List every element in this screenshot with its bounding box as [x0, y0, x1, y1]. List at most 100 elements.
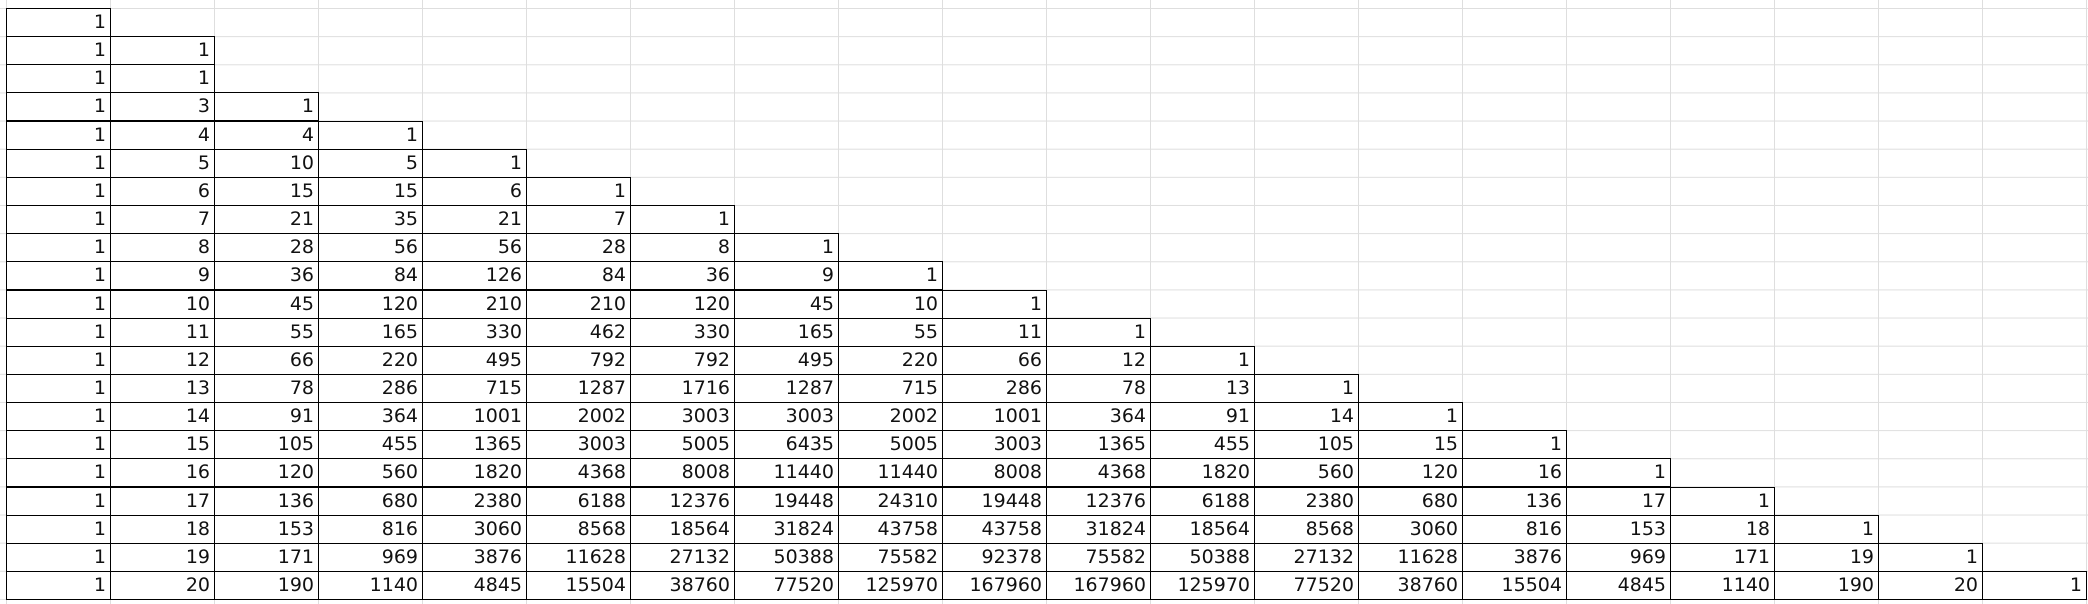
grid-cell[interactable]: 3003: [942, 430, 1047, 460]
grid-cell[interactable]: 1: [1878, 542, 1983, 572]
grid-cell[interactable]: 3060: [422, 514, 527, 544]
grid-cell[interactable]: 4: [214, 120, 319, 150]
grid-cell[interactable]: 286: [942, 373, 1047, 403]
grid-cell[interactable]: 495: [422, 345, 527, 375]
grid-cell[interactable]: 286: [318, 373, 423, 403]
grid-cell[interactable]: 1: [1982, 571, 2087, 600]
grid-cell[interactable]: 165: [318, 317, 423, 347]
grid-cell[interactable]: 816: [318, 514, 423, 544]
grid-cell[interactable]: 18564: [1150, 514, 1255, 544]
grid-cell[interactable]: 1: [1046, 317, 1151, 347]
grid-cell[interactable]: 16: [1462, 458, 1567, 488]
grid-cell[interactable]: 1001: [942, 402, 1047, 432]
grid-cell[interactable]: 153: [214, 514, 319, 544]
grid-cell[interactable]: 77520: [734, 571, 839, 600]
grid-cell[interactable]: 4845: [1566, 571, 1671, 600]
grid-cell[interactable]: 18564: [630, 514, 735, 544]
grid-cell[interactable]: 120: [1358, 458, 1463, 488]
grid-cell[interactable]: 1: [214, 92, 319, 122]
grid-cell[interactable]: 11440: [734, 458, 839, 488]
grid-cell[interactable]: 13: [110, 373, 215, 403]
grid-cell[interactable]: 13: [1150, 373, 1255, 403]
grid-cell[interactable]: 3003: [734, 402, 839, 432]
grid-cell[interactable]: 27132: [1254, 542, 1359, 572]
grid-cell[interactable]: 21: [422, 205, 527, 235]
grid-cell[interactable]: 1: [6, 120, 111, 150]
grid-cell[interactable]: 1: [734, 233, 839, 263]
grid-cell[interactable]: 1: [1150, 345, 1255, 375]
grid-cell[interactable]: 455: [318, 430, 423, 460]
grid-cell[interactable]: 1: [6, 458, 111, 488]
grid-cell[interactable]: 5: [318, 148, 423, 178]
grid-cell[interactable]: 5005: [630, 430, 735, 460]
grid-cell[interactable]: 19448: [942, 486, 1047, 516]
grid-cell[interactable]: 167960: [942, 571, 1047, 600]
grid-cell[interactable]: 1140: [318, 571, 423, 600]
grid-cell[interactable]: 2002: [838, 402, 943, 432]
grid-cell[interactable]: 19: [110, 542, 215, 572]
grid-cell[interactable]: 11440: [838, 458, 943, 488]
grid-cell[interactable]: 17: [1566, 486, 1671, 516]
grid-cell[interactable]: 1: [6, 373, 111, 403]
grid-cell[interactable]: 1: [6, 571, 111, 600]
grid-cell[interactable]: 43758: [942, 514, 1047, 544]
grid-cell[interactable]: 11628: [1358, 542, 1463, 572]
grid-cell[interactable]: 1: [942, 289, 1047, 319]
grid-cell[interactable]: 1: [6, 486, 111, 516]
grid-cell[interactable]: 28: [214, 233, 319, 263]
grid-cell[interactable]: 36: [630, 261, 735, 291]
grid-cell[interactable]: 1: [1358, 402, 1463, 432]
grid-cell[interactable]: 2002: [526, 402, 631, 432]
grid-cell[interactable]: 75582: [1046, 542, 1151, 572]
grid-cell[interactable]: 4845: [422, 571, 527, 600]
grid-cell[interactable]: 19: [1774, 542, 1879, 572]
grid-cell[interactable]: 1: [630, 205, 735, 235]
grid-cell[interactable]: 31824: [1046, 514, 1151, 544]
grid-cell[interactable]: 45: [734, 289, 839, 319]
grid-cell[interactable]: 4368: [526, 458, 631, 488]
grid-cell[interactable]: 12: [110, 345, 215, 375]
grid-cell[interactable]: 715: [838, 373, 943, 403]
grid-cell[interactable]: 1: [6, 430, 111, 460]
grid-cell[interactable]: 24310: [838, 486, 943, 516]
grid-cell[interactable]: 153: [1566, 514, 1671, 544]
grid-cell[interactable]: 2380: [1254, 486, 1359, 516]
grid-cell[interactable]: 330: [422, 317, 527, 347]
grid-cell[interactable]: 1365: [1046, 430, 1151, 460]
grid-cell[interactable]: 330: [630, 317, 735, 347]
grid-cell[interactable]: 12376: [1046, 486, 1151, 516]
grid-cell[interactable]: 91: [214, 402, 319, 432]
grid-cell[interactable]: 8008: [630, 458, 735, 488]
grid-cell[interactable]: 171: [214, 542, 319, 572]
grid-cell[interactable]: 455: [1150, 430, 1255, 460]
grid-cell[interactable]: 3876: [1462, 542, 1567, 572]
grid-cell[interactable]: 8: [630, 233, 735, 263]
grid-cell[interactable]: 45: [214, 289, 319, 319]
grid-cell[interactable]: 1: [1566, 458, 1671, 488]
grid-cell[interactable]: 1: [6, 289, 111, 319]
grid-cell[interactable]: 1287: [734, 373, 839, 403]
grid-cell[interactable]: 969: [1566, 542, 1671, 572]
grid-cell[interactable]: 12376: [630, 486, 735, 516]
grid-cell[interactable]: 364: [318, 402, 423, 432]
grid-cell[interactable]: 220: [318, 345, 423, 375]
grid-cell[interactable]: 28: [526, 233, 631, 263]
grid-cell[interactable]: 84: [526, 261, 631, 291]
grid-cell[interactable]: 1: [1774, 514, 1879, 544]
grid-cell[interactable]: 1716: [630, 373, 735, 403]
grid-cell[interactable]: 210: [422, 289, 527, 319]
grid-cell[interactable]: 78: [1046, 373, 1151, 403]
grid-cell[interactable]: 1140: [1670, 571, 1775, 600]
grid-cell[interactable]: 220: [838, 345, 943, 375]
grid-cell[interactable]: 55: [214, 317, 319, 347]
grid-cell[interactable]: 816: [1462, 514, 1567, 544]
grid-cell[interactable]: 15504: [526, 571, 631, 600]
grid-cell[interactable]: 56: [318, 233, 423, 263]
grid-cell[interactable]: 167960: [1046, 571, 1151, 600]
grid-cell[interactable]: 560: [1254, 458, 1359, 488]
grid-cell[interactable]: 15504: [1462, 571, 1567, 600]
grid-cell[interactable]: 12: [1046, 345, 1151, 375]
grid-cell[interactable]: 5005: [838, 430, 943, 460]
grid-cell[interactable]: 8568: [526, 514, 631, 544]
grid-cell[interactable]: 462: [526, 317, 631, 347]
